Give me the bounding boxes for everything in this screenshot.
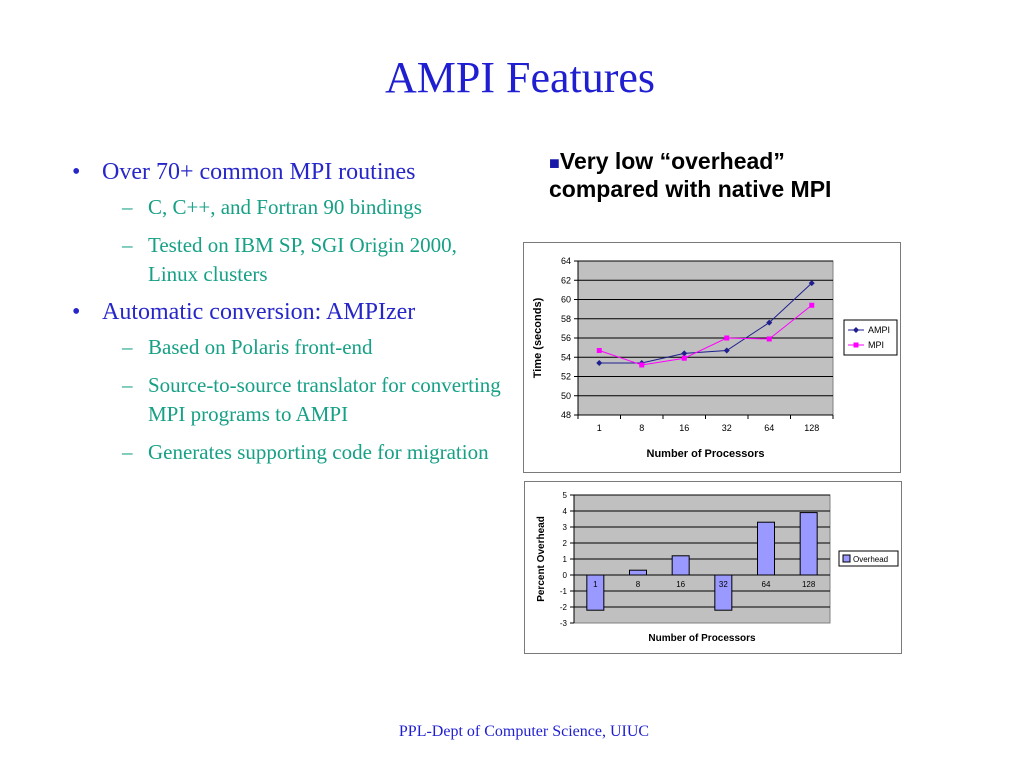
sub-bullet-text: Based on Polaris front-end bbox=[148, 335, 373, 359]
bar bbox=[671, 555, 690, 576]
data-point-ampi bbox=[766, 319, 773, 326]
data-point-mpi bbox=[596, 348, 602, 354]
x-tick-label: 64 bbox=[762, 580, 771, 589]
x-tick-label: 8 bbox=[636, 580, 641, 589]
bullet-list: • Over 70+ common MPI routines – C, C++,… bbox=[72, 158, 512, 476]
y-tick-label: -3 bbox=[560, 619, 568, 628]
overhead-chart-svg: -3 -2 -1 0 1 2 3 4 5 1 8 16 32 64 128 Percent Overhead N… bbox=[536, 491, 899, 644]
x-axis-label: Number of Processors bbox=[647, 448, 765, 460]
sub-bullet-marker: – bbox=[122, 373, 133, 397]
bullet-item: • Over 70+ common MPI routines bbox=[72, 158, 512, 187]
bullet-marker: • bbox=[72, 299, 81, 325]
sub-bullet-marker: – bbox=[122, 440, 133, 464]
x-tick-label: 32 bbox=[719, 580, 728, 589]
time-chart: 48 50 52 54 56 58 60 62 64 1 8 16 32 64 128 Time (secon… bbox=[523, 242, 901, 473]
y-tick-label: 50 bbox=[561, 391, 571, 401]
legend-box bbox=[843, 319, 898, 356]
y-tick-label: 58 bbox=[561, 314, 571, 324]
y-tick-label: 64 bbox=[561, 256, 571, 266]
sub-bullet-item: – C, C++, and Fortran 90 bindings bbox=[72, 193, 512, 222]
time-chart-svg: 48 50 52 54 56 58 60 62 64 1 8 16 32 64 128 Time (secon… bbox=[532, 256, 898, 460]
sub-bullet-item: – Based on Polaris front-end bbox=[72, 333, 512, 362]
data-point-mpi bbox=[724, 335, 730, 341]
bar bbox=[799, 512, 818, 576]
y-axis-label: Percent Overhead bbox=[536, 516, 547, 602]
x-tick-label: 128 bbox=[802, 580, 816, 589]
x-tick-label: 16 bbox=[679, 423, 689, 433]
y-tick-label: 2 bbox=[563, 539, 568, 548]
data-point-mpi bbox=[681, 355, 687, 361]
data-point-ampi bbox=[808, 280, 815, 287]
legend-label: AMPI bbox=[868, 325, 890, 335]
sub-bullet-marker: – bbox=[122, 335, 133, 359]
y-tick-label: 48 bbox=[561, 410, 571, 420]
y-tick-label: 1 bbox=[563, 555, 568, 564]
legend-marker bbox=[842, 554, 851, 563]
x-tick-label: 16 bbox=[676, 580, 685, 589]
x-tick-label: 32 bbox=[722, 423, 732, 433]
sub-bullet-item: – Generates supporting code for migratio… bbox=[72, 438, 512, 467]
overhead-chart: -3 -2 -1 0 1 2 3 4 5 1 8 16 32 64 128 Percent Overhead N… bbox=[524, 481, 902, 654]
y-tick-label: 56 bbox=[561, 333, 571, 343]
data-point-ampi bbox=[723, 347, 730, 354]
square-bullet-icon: ■ bbox=[549, 153, 560, 173]
y-tick-label: 3 bbox=[563, 523, 568, 532]
bar bbox=[757, 521, 775, 576]
sub-bullet-marker: – bbox=[122, 233, 133, 257]
y-tick-label: -1 bbox=[560, 587, 568, 596]
x-tick-label: 128 bbox=[804, 423, 819, 433]
data-point-mpi bbox=[766, 336, 772, 342]
legend-label: Overhead bbox=[853, 555, 888, 564]
y-tick-label: 5 bbox=[563, 491, 568, 500]
series-line-mpi bbox=[599, 304, 813, 366]
sub-bullet-text: Tested on IBM SP, SGI Origin 2000, Linux… bbox=[148, 233, 457, 286]
y-tick-label: 0 bbox=[563, 571, 568, 580]
slide-footer: PPL-Dept of Computer Science, UIUC bbox=[398, 723, 650, 740]
data-point-mpi bbox=[639, 362, 645, 368]
data-point-ampi bbox=[681, 350, 688, 357]
data-point-ampi bbox=[596, 360, 603, 367]
chart-heading: ■Very low “overhead” compared with nativ… bbox=[549, 148, 879, 202]
y-tick-label: 54 bbox=[561, 352, 571, 362]
bullet-text: Over 70+ common MPI routines bbox=[102, 159, 416, 185]
sub-bullet-marker: – bbox=[122, 195, 133, 219]
y-tick-label: -2 bbox=[560, 603, 568, 612]
x-tick-label: 64 bbox=[764, 423, 774, 433]
bullet-item: • Automatic conversion: AMPIzer bbox=[72, 298, 512, 327]
bullet-text-prefix: Automatic conversion: bbox=[102, 299, 326, 325]
slide-title: AMPI Features bbox=[384, 53, 656, 102]
bullet-text-highlight: AMPIzer bbox=[325, 299, 416, 325]
chart-heading-text: Very low “overhead” compared with native… bbox=[549, 148, 832, 202]
x-tick-label: 1 bbox=[597, 423, 602, 433]
sub-bullet-item: – Source-to-source translator for conver… bbox=[72, 371, 512, 429]
sub-bullet-text: Source-to-source translator for converti… bbox=[148, 373, 501, 426]
sub-bullet-item: – Tested on IBM SP, SGI Origin 2000, Lin… bbox=[72, 231, 512, 289]
legend-label: MPI bbox=[868, 340, 884, 350]
bar bbox=[629, 569, 647, 576]
x-tick-label: 1 bbox=[593, 580, 598, 589]
x-axis-label: Number of Processors bbox=[648, 633, 756, 644]
legend-marker bbox=[853, 327, 859, 333]
sub-bullet-text: C, C++, and Fortran 90 bindings bbox=[148, 195, 422, 219]
y-tick-label: 62 bbox=[561, 275, 571, 285]
y-axis-label: Time (seconds) bbox=[532, 297, 544, 378]
sub-bullet-text: Generates supporting code for migration bbox=[148, 440, 489, 464]
bullet-marker: • bbox=[72, 159, 81, 185]
legend-box bbox=[838, 550, 899, 567]
y-tick-label: 4 bbox=[563, 507, 568, 516]
x-tick-label: 8 bbox=[639, 423, 644, 433]
y-tick-label: 52 bbox=[561, 372, 571, 382]
data-point-mpi bbox=[809, 302, 815, 308]
y-tick-label: 60 bbox=[561, 295, 571, 305]
legend-marker bbox=[853, 342, 859, 348]
